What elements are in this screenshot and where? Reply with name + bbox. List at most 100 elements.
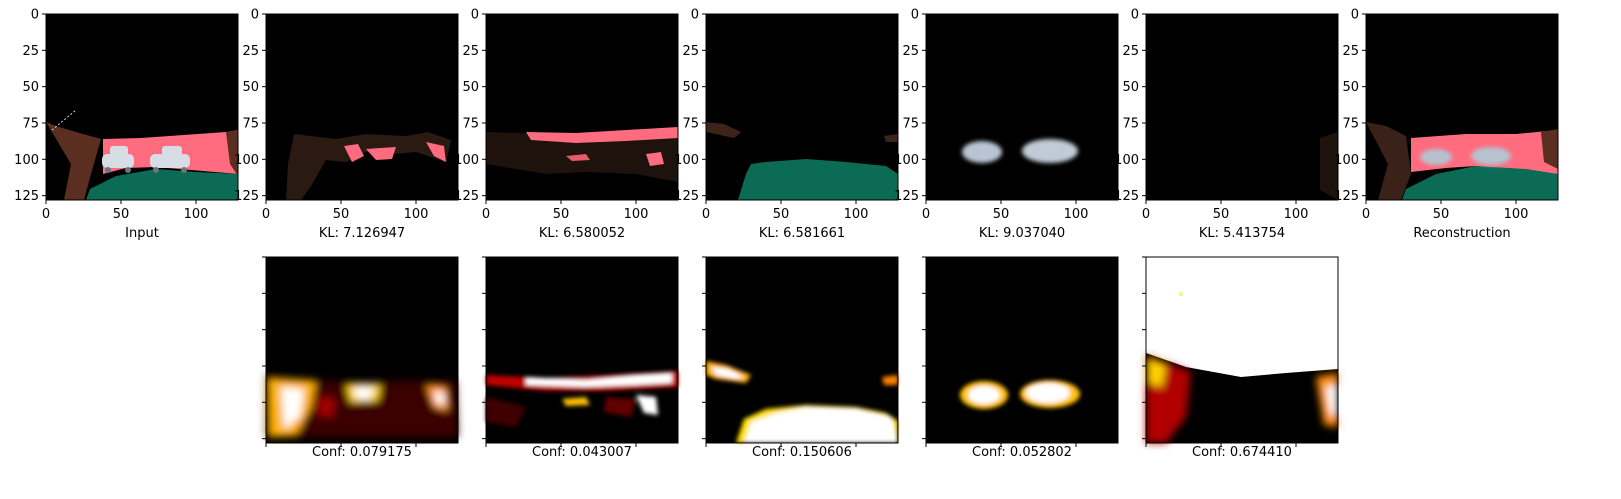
axes-frame: [705, 256, 899, 444]
heatmap-caption: Conf: 0.150606: [752, 445, 852, 460]
x-tick-label: 0: [42, 207, 50, 222]
y-tick-label: 100: [454, 153, 479, 168]
panel-slot-5: [1146, 14, 1338, 200]
heatmap-caption: Conf: 0.043007: [532, 445, 632, 460]
y-tick-label: 100: [14, 153, 39, 168]
heatmap-2: [486, 257, 678, 443]
top-axes-4: 0 50 100 0 25 50 75 100 125 KL: 6.581661: [674, 8, 899, 241]
y-tick-label: 0: [691, 8, 699, 23]
axes-frame: [265, 13, 459, 201]
y-tick-label: 50: [902, 80, 919, 95]
y-tick-label: 100: [674, 153, 699, 168]
y-tick-label: 100: [1334, 153, 1359, 168]
top-axes-2: 0 50 100 0 25 50 75 100 125 KL: 7.126947: [234, 8, 459, 241]
bottom-axes-5: Conf: 0.674410: [1142, 256, 1339, 460]
y-tick-label: 75: [1342, 116, 1359, 131]
x-tick-label: 100: [1284, 207, 1309, 222]
top-axes-5: 0 50 100 0 25 50 75 100 125 KL: 9.037040: [894, 8, 1119, 241]
heatmap-caption: Conf: 0.079175: [312, 445, 412, 460]
panel-slot-1: [266, 14, 458, 200]
bottom-axes-1: Conf: 0.079175: [262, 256, 459, 460]
x-tick-label: 50: [1433, 207, 1450, 222]
panel-caption: KL: 6.581661: [759, 226, 845, 241]
panel-slot-4: [926, 14, 1118, 200]
axes-frame: [1145, 13, 1339, 201]
y-tick-label: 50: [682, 80, 699, 95]
top-axes-7: 0 50 100 0 25 50 75 100 125 Reconstruction: [1334, 8, 1559, 241]
y-tick-label: 50: [22, 80, 39, 95]
x-tick-label: 0: [702, 207, 710, 222]
y-tick-label: 0: [1351, 8, 1359, 23]
x-tick-label: 100: [1504, 207, 1529, 222]
y-tick-label: 125: [674, 189, 699, 204]
axes-frame: [485, 13, 679, 201]
panel-caption: KL: 7.126947: [319, 226, 405, 241]
x-tick-label: 0: [922, 207, 930, 222]
y-tick-label: 100: [234, 153, 259, 168]
y-tick-label: 75: [22, 116, 39, 131]
top-axes-6: 0 50 100 0 25 50 75 100 125 KL: 5.413754: [1114, 8, 1339, 241]
x-tick-label: 50: [993, 207, 1010, 222]
y-tick-label: 75: [1122, 116, 1139, 131]
y-tick-label: 0: [31, 8, 39, 23]
x-tick-label: 50: [333, 207, 350, 222]
y-tick-label: 0: [251, 8, 259, 23]
y-tick-label: 75: [682, 116, 699, 131]
bottom-axes-4: Conf: 0.052802: [922, 256, 1119, 460]
y-tick-label: 100: [1114, 153, 1139, 168]
panel-caption: KL: 9.037040: [979, 226, 1065, 241]
axes-frame: [485, 256, 679, 444]
x-tick-label: 0: [1142, 207, 1150, 222]
y-tick-label: 75: [902, 116, 919, 131]
heatmap-1: [266, 257, 458, 443]
axes-frame: [925, 256, 1119, 444]
axes-frame: [1365, 13, 1559, 201]
axes-frame: [265, 256, 459, 444]
panel-reconstruction: [1366, 14, 1558, 200]
heatmap-5: [1146, 257, 1338, 443]
y-tick-label: 25: [682, 44, 699, 59]
axes-frame: [705, 13, 899, 201]
y-tick-label: 25: [1122, 44, 1139, 59]
panel-slot-3: [706, 14, 898, 200]
top-axes-1: 0 50 100 0 25 50 75 100 125 Input: [14, 8, 239, 241]
y-tick-label: 125: [894, 189, 919, 204]
x-tick-label: 50: [553, 207, 570, 222]
y-tick-label: 75: [242, 116, 259, 131]
y-tick-label: 50: [1342, 80, 1359, 95]
panel-caption: KL: 5.413754: [1199, 226, 1285, 241]
y-tick-label: 50: [1122, 80, 1139, 95]
x-tick-label: 0: [1362, 207, 1370, 222]
x-tick-label: 50: [1213, 207, 1230, 222]
y-tick-label: 75: [462, 116, 479, 131]
panel-input: [46, 14, 238, 200]
y-tick-label: 50: [462, 80, 479, 95]
axes-frame: [1145, 256, 1339, 444]
heatmap-caption: Conf: 0.674410: [1192, 445, 1292, 460]
panel-caption: Reconstruction: [1413, 226, 1510, 241]
y-tick-label: 125: [14, 189, 39, 204]
y-tick-label: 100: [894, 153, 919, 168]
y-tick-label: 25: [902, 44, 919, 59]
x-tick-label: 100: [844, 207, 869, 222]
heatmap-3: [706, 257, 898, 443]
y-tick-label: 25: [242, 44, 259, 59]
y-tick-label: 125: [234, 189, 259, 204]
y-tick-label: 0: [911, 8, 919, 23]
y-tick-label: 25: [462, 44, 479, 59]
x-tick-label: 100: [404, 207, 429, 222]
y-tick-label: 50: [242, 80, 259, 95]
x-tick-label: 100: [1064, 207, 1089, 222]
y-tick-label: 25: [1342, 44, 1359, 59]
panel-caption: Input: [125, 226, 159, 241]
axes-frame: [925, 13, 1119, 201]
y-tick-label: 25: [22, 44, 39, 59]
y-tick-label: 0: [1131, 8, 1139, 23]
axes-frame: [45, 13, 239, 201]
panel-slot-2: [486, 14, 678, 200]
heatmap-4: [926, 257, 1118, 443]
heatmap-caption: Conf: 0.052802: [972, 445, 1072, 460]
y-tick-label: 0: [471, 8, 479, 23]
bottom-axes-3: Conf: 0.150606: [702, 256, 899, 460]
